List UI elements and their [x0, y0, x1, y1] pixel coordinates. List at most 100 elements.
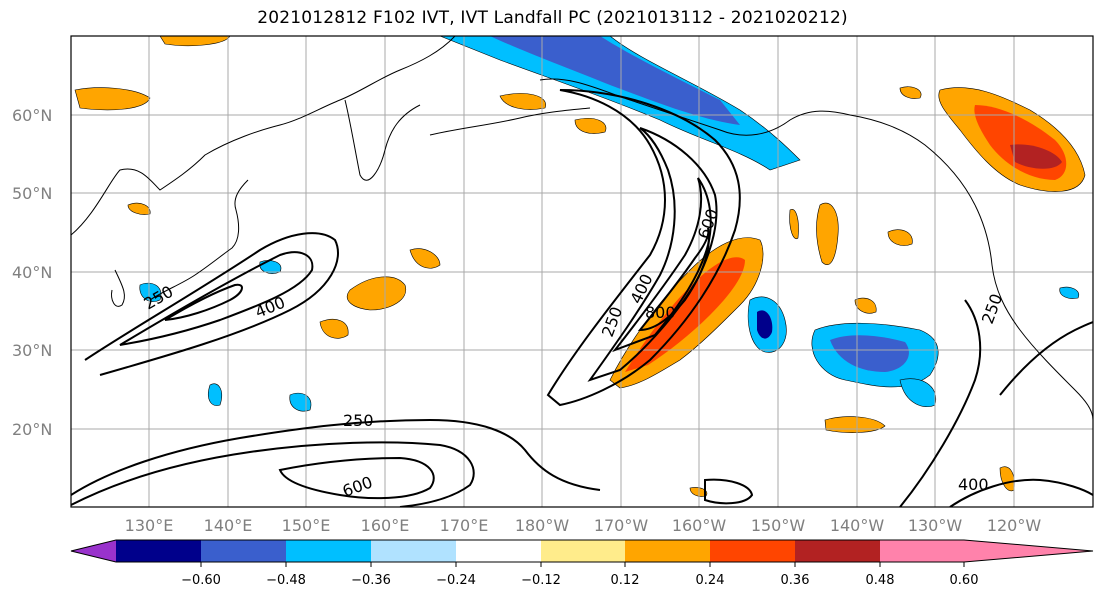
colorbar-swatch — [795, 540, 880, 562]
negative-small-w3 — [289, 392, 312, 412]
positive-blob-w2 — [409, 248, 441, 269]
positive-blob-w1 — [346, 276, 407, 311]
positive-blob-e1 — [816, 202, 839, 265]
lon-label: 170°W — [594, 516, 649, 535]
coast-na-west — [974, 204, 1093, 421]
contour-label: 800 — [645, 303, 676, 322]
lon-label: 140°E — [204, 516, 253, 535]
contour-label: 600 — [694, 206, 722, 241]
negative-small-e — [1059, 286, 1080, 299]
contour-sw-600 — [278, 456, 435, 500]
contour-label: 600 — [340, 472, 375, 500]
colorbar-tick-label: 0.36 — [781, 573, 810, 588]
colorbar-tick-label: 0.12 — [611, 573, 640, 588]
colorbar-swatch — [456, 540, 541, 562]
colorbar-outline — [70, 539, 1094, 563]
colorbar-tick-label: −0.36 — [351, 573, 391, 588]
colorbar-swatch — [880, 540, 964, 562]
colorbar-swatch — [625, 540, 710, 562]
lat-label: 50°N — [12, 184, 52, 203]
contour-se-250 — [899, 299, 982, 507]
positive-blob-w5 — [159, 36, 231, 47]
colorbar-swatch — [541, 540, 625, 562]
contour-label: 400 — [958, 475, 989, 494]
shading-layer — [74, 36, 1086, 497]
positive-blob-e5 — [824, 416, 886, 433]
colorbar-tick-label: 0.24 — [696, 573, 725, 588]
contour-sm-600 — [704, 478, 754, 505]
lat-label: 60°N — [12, 106, 52, 125]
contour-label: 250 — [978, 291, 1006, 326]
colorbar-extend-right — [964, 540, 1093, 562]
ivt-contours — [71, 89, 1093, 507]
colorbar: −0.60 −0.48 −0.36 −0.24 −0.12 0.12 0.24 … — [70, 539, 1094, 588]
coast-kamchatka — [344, 99, 421, 181]
contour-west-400 — [119, 251, 314, 346]
contour-se-250b — [999, 321, 1093, 396]
negative-blob-east-3 — [899, 378, 937, 408]
negative-core-alaska — [490, 36, 740, 125]
positive-blob-w3 — [319, 319, 349, 339]
coast-korea — [111, 269, 125, 307]
positive-blob-e7 — [899, 86, 922, 99]
colorbar-tick-label: −0.60 — [181, 573, 221, 588]
positive-blob-w4 — [74, 87, 151, 111]
lat-label: 40°N — [12, 263, 52, 282]
contour-label: 250 — [343, 411, 374, 430]
contour-label: 400 — [252, 293, 287, 322]
contour-west-600 — [164, 283, 243, 321]
lon-label: 150°E — [282, 516, 331, 535]
lon-label: 170°E — [440, 516, 489, 535]
coast-asia — [71, 36, 456, 236]
lon-label: 150°W — [751, 516, 806, 535]
longitude-labels: 130°E 140°E 150°E 160°E 170°E 180°W 170°… — [125, 516, 1042, 535]
map-frame — [70, 35, 1094, 508]
positive-blob-e4 — [854, 297, 877, 314]
colorbar-tick-label: −0.12 — [521, 573, 561, 588]
colorbar-swatch — [710, 540, 795, 562]
contour-ar-250 — [546, 89, 741, 407]
lon-label: 160°W — [672, 516, 727, 535]
colorbar-tick-label: 0.48 — [866, 573, 895, 588]
contour-sw-250 — [71, 418, 601, 496]
coastlines — [71, 36, 1093, 421]
contour-sw-400 — [71, 441, 475, 507]
contour-west-250 — [84, 232, 339, 376]
lat-label: 30°N — [12, 341, 52, 360]
lon-label: 130°E — [125, 516, 174, 535]
negative-blob-east-2-core — [757, 310, 773, 339]
map-title: 2021012812 F102 IVT, IVT Landfall PC (20… — [257, 8, 848, 28]
positive-blob-e8 — [999, 466, 1015, 492]
colorbar-swatch — [116, 540, 201, 562]
colorbar-tick-label: 0.60 — [950, 573, 979, 588]
colorbar-tick-label: −0.48 — [266, 573, 306, 588]
lon-label: 160°E — [361, 516, 410, 535]
positive-blob-e2 — [789, 209, 799, 240]
contour-ar-600 — [612, 177, 712, 353]
positive-core-ar — [625, 257, 745, 372]
coast-japan — [149, 179, 249, 301]
colorbar-tick-label: −0.24 — [436, 573, 476, 588]
positive-blob-e3 — [887, 229, 913, 246]
coast-alaska — [539, 78, 976, 206]
lon-label: 180°W — [515, 516, 570, 535]
negative-small-w4 — [208, 383, 222, 406]
colorbar-swatch — [201, 540, 286, 562]
colorbar-swatch — [286, 540, 371, 562]
negative-blob-east-1-core — [830, 335, 909, 372]
latitude-labels: 60°N 50°N 40°N 30°N 20°N — [12, 106, 52, 439]
positive-blob-w6 — [499, 93, 546, 110]
positive-blob-w8 — [127, 202, 151, 215]
colorbar-swatch — [371, 540, 456, 562]
coast-aleutians — [429, 107, 591, 136]
positive-blob-w7 — [574, 118, 607, 134]
lon-label: 120°W — [987, 516, 1042, 535]
graticule — [71, 36, 1093, 507]
lon-label: 130°W — [908, 516, 963, 535]
contour-se-400 — [949, 478, 1093, 507]
lat-label: 20°N — [12, 420, 52, 439]
positive-deep-e6 — [1010, 144, 1062, 169]
lon-label: 140°W — [830, 516, 885, 535]
colorbar-extend-left — [71, 540, 116, 562]
